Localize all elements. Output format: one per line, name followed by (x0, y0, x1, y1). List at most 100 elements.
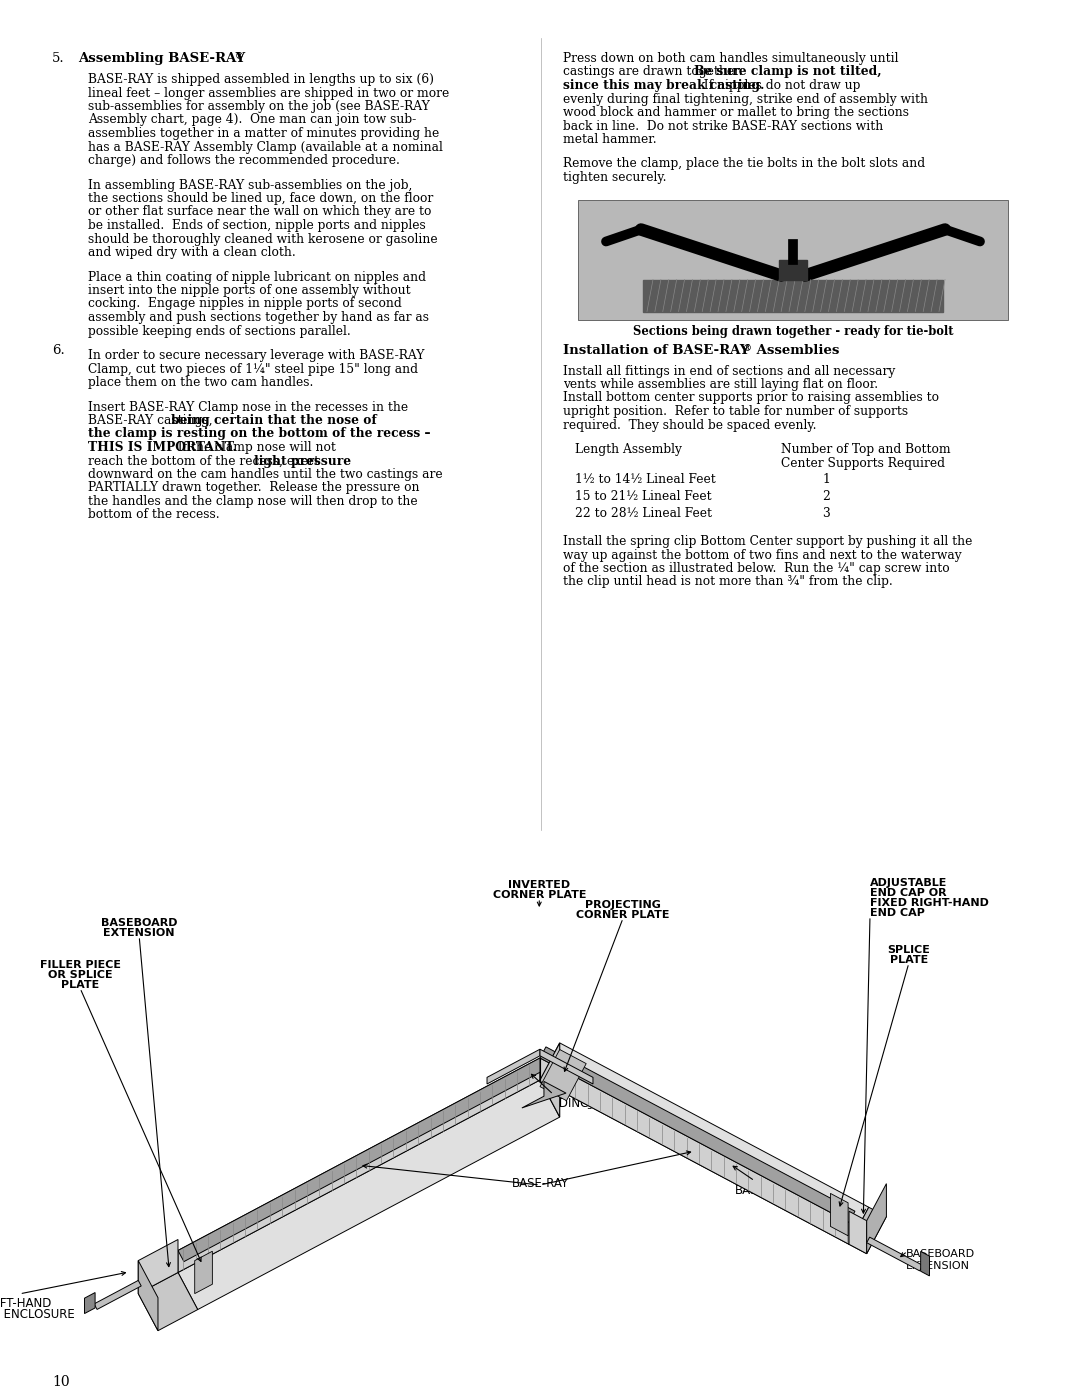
Polygon shape (194, 1252, 213, 1294)
Text: the clamp is resting on the bottom of the recess –: the clamp is resting on the bottom of th… (87, 427, 431, 440)
Text: ®: ® (743, 345, 752, 353)
Polygon shape (540, 1044, 559, 1118)
Polygon shape (643, 279, 943, 312)
Text: 10: 10 (52, 1375, 69, 1389)
Text: PLATE: PLATE (60, 981, 99, 990)
Text: 22 to 28½ Lineal Feet: 22 to 28½ Lineal Feet (575, 507, 712, 520)
Polygon shape (84, 1292, 95, 1313)
Text: If the clamp nose will not: If the clamp nose will not (171, 441, 336, 454)
Text: Assemblies: Assemblies (752, 345, 839, 358)
Text: vents while assemblies are still laying flat on floor.: vents while assemblies are still laying … (563, 379, 878, 391)
Text: since this may break casting.: since this may break casting. (563, 80, 765, 92)
Polygon shape (779, 260, 807, 279)
Text: Sections being drawn together - ready for tie-bolt: Sections being drawn together - ready fo… (633, 326, 954, 338)
Text: downward on the cam handles until the two castings are: downward on the cam handles until the tw… (87, 468, 443, 481)
Text: 2: 2 (822, 490, 829, 503)
Text: Place a thin coating of nipple lubricant on nipples and: Place a thin coating of nipple lubricant… (87, 271, 426, 284)
Text: has a BASE-RAY Assembly Clamp (available at a nominal: has a BASE-RAY Assembly Clamp (available… (87, 141, 443, 154)
Text: END CAP OR: END CAP OR (870, 888, 947, 898)
Polygon shape (94, 1281, 141, 1309)
Text: of the section as illustrated below.  Run the ¼" cap screw into: of the section as illustrated below. Run… (563, 562, 949, 576)
Polygon shape (138, 1239, 178, 1294)
Text: evenly during final tightening, strike end of assembly with: evenly during final tightening, strike e… (563, 92, 928, 106)
Text: way up against the bottom of two fins and next to the waterway: way up against the bottom of two fins an… (563, 549, 961, 562)
Text: Assembly chart, page 4).  One man can join tow sub-: Assembly chart, page 4). One man can joi… (87, 113, 416, 127)
Polygon shape (849, 1211, 866, 1253)
Text: PARTIALLY drawn together.  Release the pressure on: PARTIALLY drawn together. Release the pr… (87, 482, 419, 495)
Text: lineal feet – longer assemblies are shipped in two or more: lineal feet – longer assemblies are ship… (87, 87, 449, 99)
Text: required.  They should be spaced evenly.: required. They should be spaced evenly. (563, 419, 816, 432)
Polygon shape (138, 1260, 158, 1331)
Text: light pressure: light pressure (254, 454, 351, 468)
Text: tighten securely.: tighten securely. (563, 170, 666, 184)
Text: Remove the clamp, place the tie bolts in the bolt slots and: Remove the clamp, place the tie bolts in… (563, 158, 926, 170)
Polygon shape (866, 1238, 922, 1271)
Text: BASE-RAY castings,: BASE-RAY castings, (87, 414, 216, 427)
Text: SPLICE: SPLICE (888, 944, 930, 956)
Text: Assembling BASE-RAY: Assembling BASE-RAY (78, 52, 245, 66)
Text: metal hammer.: metal hammer. (563, 133, 657, 147)
Text: insert into the nipple ports of one assembly without: insert into the nipple ports of one asse… (87, 284, 410, 298)
Text: possible keeping ends of sections parallel.: possible keeping ends of sections parall… (87, 324, 351, 338)
Text: 5.: 5. (52, 52, 65, 66)
Text: 3: 3 (822, 507, 829, 520)
Text: or other flat surface near the wall on which they are to: or other flat surface near the wall on w… (87, 205, 431, 218)
Polygon shape (540, 1058, 849, 1245)
Text: cocking.  Engage nipples in nipple ports of second: cocking. Engage nipples in nipple ports … (87, 298, 402, 310)
Text: Install bottom center supports prior to raising assemblies to: Install bottom center supports prior to … (563, 391, 939, 405)
Text: BASEBOARD
EXTENSION: BASEBOARD EXTENSION (906, 1249, 975, 1271)
Text: ADJUSTABLE: ADJUSTABLE (870, 877, 947, 888)
Text: should be thoroughly cleaned with kerosene or gasoline: should be thoroughly cleaned with kerose… (87, 232, 437, 246)
Text: Length Assembly: Length Assembly (575, 443, 681, 455)
Text: In order to secure necessary leverage with BASE-RAY: In order to secure necessary leverage wi… (87, 349, 424, 362)
Text: Install the spring clip Bottom Center support by pushing it all the: Install the spring clip Bottom Center su… (563, 535, 972, 548)
Text: bottom of the recess.: bottom of the recess. (87, 509, 219, 521)
Text: FIXED RIGHT-HAND: FIXED RIGHT-HAND (870, 898, 989, 908)
Text: BASE-RAY: BASE-RAY (512, 1178, 568, 1190)
Text: Installation of BASE-RAY: Installation of BASE-RAY (563, 345, 750, 358)
Text: FILLER PIECE: FILLER PIECE (40, 960, 121, 970)
Polygon shape (540, 1049, 593, 1084)
Polygon shape (178, 1080, 559, 1309)
Text: wood block and hammer or mallet to bring the sections: wood block and hammer or mallet to bring… (563, 106, 909, 119)
Text: reach the bottom of the recess, exert: reach the bottom of the recess, exert (87, 454, 323, 468)
Text: VALVE ENCLOSURE: VALVE ENCLOSURE (0, 1308, 75, 1322)
Polygon shape (540, 1046, 855, 1222)
Text: OR SPLICE: OR SPLICE (48, 970, 112, 981)
Text: Be sure clamp is not tilted,: Be sure clamp is not tilted, (693, 66, 881, 78)
Polygon shape (138, 1273, 198, 1331)
Text: upright position.  Refer to table for number of supports: upright position. Refer to table for num… (563, 405, 908, 418)
Text: and wiped dry with a clean cloth.: and wiped dry with a clean cloth. (87, 246, 296, 258)
Text: END CAP: END CAP (870, 908, 924, 918)
Text: the sections should be lined up, face down, on the floor: the sections should be lined up, face do… (87, 191, 433, 205)
Text: Center Supports Required: Center Supports Required (781, 457, 945, 469)
Text: CORNER PLATE: CORNER PLATE (492, 890, 586, 900)
Text: sub-assemblies for assembly on the job (see BASE-RAY: sub-assemblies for assembly on the job (… (87, 101, 430, 113)
Polygon shape (540, 1049, 586, 1101)
Text: 5¾": 5¾" (586, 1101, 606, 1111)
Text: In assembling BASE-RAY sub-assemblies on the job,: In assembling BASE-RAY sub-assemblies on… (87, 179, 413, 191)
Text: Number of Top and Bottom: Number of Top and Bottom (781, 443, 950, 455)
Text: place them on the two cam handles.: place them on the two cam handles. (87, 376, 313, 388)
Text: 15 to 21½ Lineal Feet: 15 to 21½ Lineal Feet (575, 490, 712, 503)
Text: be installed.  Ends of section, nipple ports and nipples: be installed. Ends of section, nipple po… (87, 219, 426, 232)
Text: Clamp, cut two pieces of 1¼" steel pipe 15" long and: Clamp, cut two pieces of 1¼" steel pipe … (87, 362, 418, 376)
Text: Install all fittings in end of sections and all necessary: Install all fittings in end of sections … (563, 365, 895, 377)
Text: being certain that the nose of: being certain that the nose of (171, 414, 377, 427)
Text: 1½ to 14½ Lineal Feet: 1½ to 14½ Lineal Feet (575, 474, 716, 486)
Text: LEFT-HAND: LEFT-HAND (0, 1296, 52, 1310)
Text: INVERTED: INVERTED (509, 880, 570, 890)
Text: BASE-RAY: BASE-RAY (734, 1183, 792, 1197)
Text: back in line.  Do not strike BASE-RAY sections with: back in line. Do not strike BASE-RAY sec… (563, 120, 883, 133)
Text: the handles and the clamp nose will then drop to the: the handles and the clamp nose will then… (87, 495, 418, 509)
Polygon shape (831, 1193, 848, 1236)
Text: 6.: 6. (52, 345, 65, 358)
Polygon shape (178, 1058, 540, 1273)
Text: EXTENSION: EXTENSION (104, 928, 175, 937)
Text: MOLDING: MOLDING (534, 1097, 590, 1109)
Polygon shape (487, 1049, 540, 1084)
Text: BASEBOARD: BASEBOARD (100, 918, 177, 928)
Text: the clip until head is not more than ¾" from the clip.: the clip until head is not more than ¾" … (563, 576, 893, 588)
Text: THIS IS IMPORTANT.: THIS IS IMPORTANT. (87, 441, 237, 454)
Text: castings are drawn together.: castings are drawn together. (563, 66, 751, 78)
